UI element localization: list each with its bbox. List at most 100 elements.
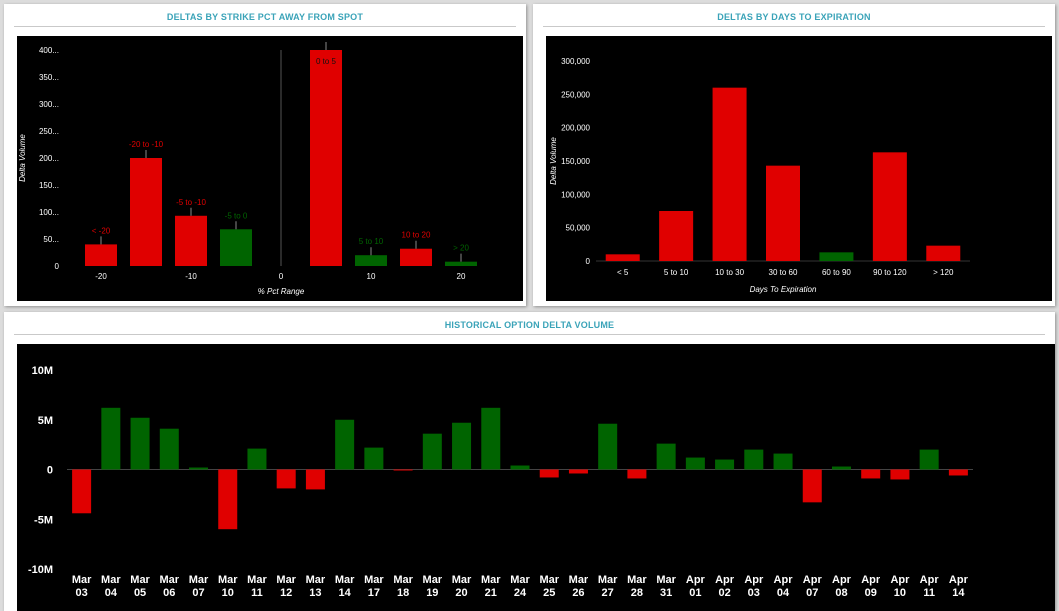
history-bar xyxy=(335,419,355,470)
strike-bar-label: 0 to 5 xyxy=(316,57,337,66)
history-x-tick-label: Mar 12 xyxy=(276,574,296,599)
history-bar xyxy=(159,428,179,470)
expiry-panel: DELTAS BY DAYS TO EXPIRATION 0 50,000 100,… xyxy=(533,4,1055,306)
history-bar xyxy=(831,466,851,470)
strike-x-tick-label: 10 xyxy=(367,272,376,281)
history-x-tick-label: Mar 19 xyxy=(423,574,443,599)
history-bar xyxy=(773,453,793,470)
strike-bar-label: -5 to 0 xyxy=(225,211,248,220)
strike-bar xyxy=(400,248,432,266)
history-x-tick-label: Mar 03 xyxy=(72,574,92,599)
history-bar xyxy=(656,443,676,470)
history-bar xyxy=(101,407,121,470)
expiry-x-tick-label: 5 to 10 xyxy=(664,268,689,277)
history-bar xyxy=(422,433,442,470)
expiry-x-axis-label: Days To Expiration xyxy=(750,285,817,294)
strike-bar-label: > 20 xyxy=(453,244,469,253)
strike-x-tick-label: 0 xyxy=(279,272,284,281)
history-x-tick-label: Mar 14 xyxy=(335,574,355,599)
history-x-tick-label: Mar 27 xyxy=(598,574,618,599)
strike-y-tick-label: 300... xyxy=(39,100,59,109)
history-x-tick-label: Apr 01 xyxy=(686,574,706,599)
history-bar xyxy=(744,449,764,470)
expiry-bar xyxy=(605,254,640,261)
history-x-tick-label: Mar 26 xyxy=(569,574,589,599)
history-x-tick-label: Mar 24 xyxy=(510,574,530,599)
expiry-bar xyxy=(659,211,694,261)
strike-bar xyxy=(445,261,477,266)
history-x-tick-label: Mar 11 xyxy=(247,574,267,599)
history-bar xyxy=(627,469,647,479)
history-bar xyxy=(890,469,910,480)
history-bar xyxy=(364,447,384,470)
strike-y-tick-label: 400... xyxy=(39,46,59,55)
history-x-tick-label: Apr 10 xyxy=(890,574,910,599)
history-bar xyxy=(948,469,968,476)
history-x-tick-label: Mar 10 xyxy=(218,574,238,599)
strike-y-tick-label: 100... xyxy=(39,208,59,217)
strike-y-tick-label: 0 xyxy=(55,262,60,271)
strike-panel: DELTAS BY STRIKE PCT AWAY FROM SPOT 0 50.… xyxy=(4,4,526,306)
expiry-y-tick-label: 100,000 xyxy=(561,190,590,199)
history-bar xyxy=(510,465,530,470)
strike-bar xyxy=(85,244,117,266)
history-y-tick-label: -10M xyxy=(28,564,53,576)
strike-x-tick-label: -10 xyxy=(185,272,197,281)
history-x-tick-label: Apr 09 xyxy=(861,574,881,599)
expiry-x-tick-label: 30 to 60 xyxy=(769,268,798,277)
history-plot-area: -10M -5M 0 5M 10M Mar 03 Mar 04 Mar 05 Mar 06 Mar 07 Ma… xyxy=(17,344,1055,611)
strike-bar-label: 5 to 10 xyxy=(359,237,384,246)
strike-y-tick-label: 150... xyxy=(39,181,59,190)
history-y-tick-label: -5M xyxy=(34,514,53,526)
strike-panel-title: DELTAS BY STRIKE PCT AWAY FROM SPOT xyxy=(14,12,516,27)
history-bar xyxy=(802,469,822,503)
history-bar xyxy=(72,469,92,514)
expiry-panel-title: DELTAS BY DAYS TO EXPIRATION xyxy=(543,12,1045,27)
strike-bar xyxy=(130,158,162,266)
history-x-tick-label: Apr 08 xyxy=(832,574,852,599)
history-x-tick-label: Mar 20 xyxy=(452,574,472,599)
strike-y-tick-label: 250... xyxy=(39,127,59,136)
strike-plot-area: 0 50... 100... 150... 200... 250... 300... 350.… xyxy=(17,36,523,301)
history-panel: HISTORICAL OPTION DELTA VOLUME -10M -5M 0 5… xyxy=(4,312,1055,611)
history-x-tick-label: Apr 04 xyxy=(774,574,794,599)
history-x-tick-label: Mar 04 xyxy=(101,574,121,599)
history-bar xyxy=(685,457,705,470)
expiry-y-tick-label: 0 xyxy=(586,257,591,266)
history-x-tick-label: Mar 13 xyxy=(306,574,326,599)
history-bar xyxy=(130,417,150,470)
expiry-y-tick-label: 300,000 xyxy=(561,57,590,66)
history-bar xyxy=(598,423,618,470)
history-bar xyxy=(276,469,296,489)
history-x-tick-label: Mar 21 xyxy=(481,574,501,599)
history-x-tick-label: Apr 07 xyxy=(803,574,823,599)
history-bar xyxy=(481,407,501,470)
strike-bar-label: < -20 xyxy=(92,226,111,235)
expiry-bar xyxy=(926,245,961,261)
strike-y-tick-label: 50... xyxy=(43,235,59,244)
strike-x-axis-label: % Pct Range xyxy=(258,287,305,296)
expiry-x-tick-label: 60 to 90 xyxy=(822,268,851,277)
expiry-y-tick-label: 200,000 xyxy=(561,124,590,133)
history-x-tick-label: Apr 11 xyxy=(920,574,940,599)
history-chart: -10M -5M 0 5M 10M Mar 03 Mar 04 Mar 05 Mar 06 Mar 07 Ma… xyxy=(28,365,973,599)
expiry-y-tick-label: 150,000 xyxy=(561,157,590,166)
strike-x-tick-label: -20 xyxy=(95,272,107,281)
strike-y-tick-label: 350... xyxy=(39,73,59,82)
history-bar xyxy=(568,469,588,474)
history-bar xyxy=(393,469,413,471)
expiry-x-tick-label: 10 to 30 xyxy=(715,268,744,277)
history-bar xyxy=(452,422,472,470)
expiry-x-tick-label: 90 to 120 xyxy=(873,268,907,277)
strike-y-tick-label: 200... xyxy=(39,154,59,163)
expiry-chart: 0 50,000 100,000 150,000 200,000 250,000 300,0… xyxy=(549,57,970,294)
history-bar xyxy=(539,469,559,478)
expiry-y-axis-label: Delta Volume xyxy=(549,137,558,185)
history-x-tick-label: Mar 17 xyxy=(364,574,384,599)
strike-bar xyxy=(310,50,342,266)
history-y-tick-label: 10M xyxy=(32,365,53,377)
strike-bar-label: 10 to 20 xyxy=(402,231,431,240)
strike-bar-label: -5 to -10 xyxy=(176,198,206,207)
history-x-tick-label: Apr 02 xyxy=(715,574,735,599)
strike-x-tick-label: 20 xyxy=(457,272,466,281)
